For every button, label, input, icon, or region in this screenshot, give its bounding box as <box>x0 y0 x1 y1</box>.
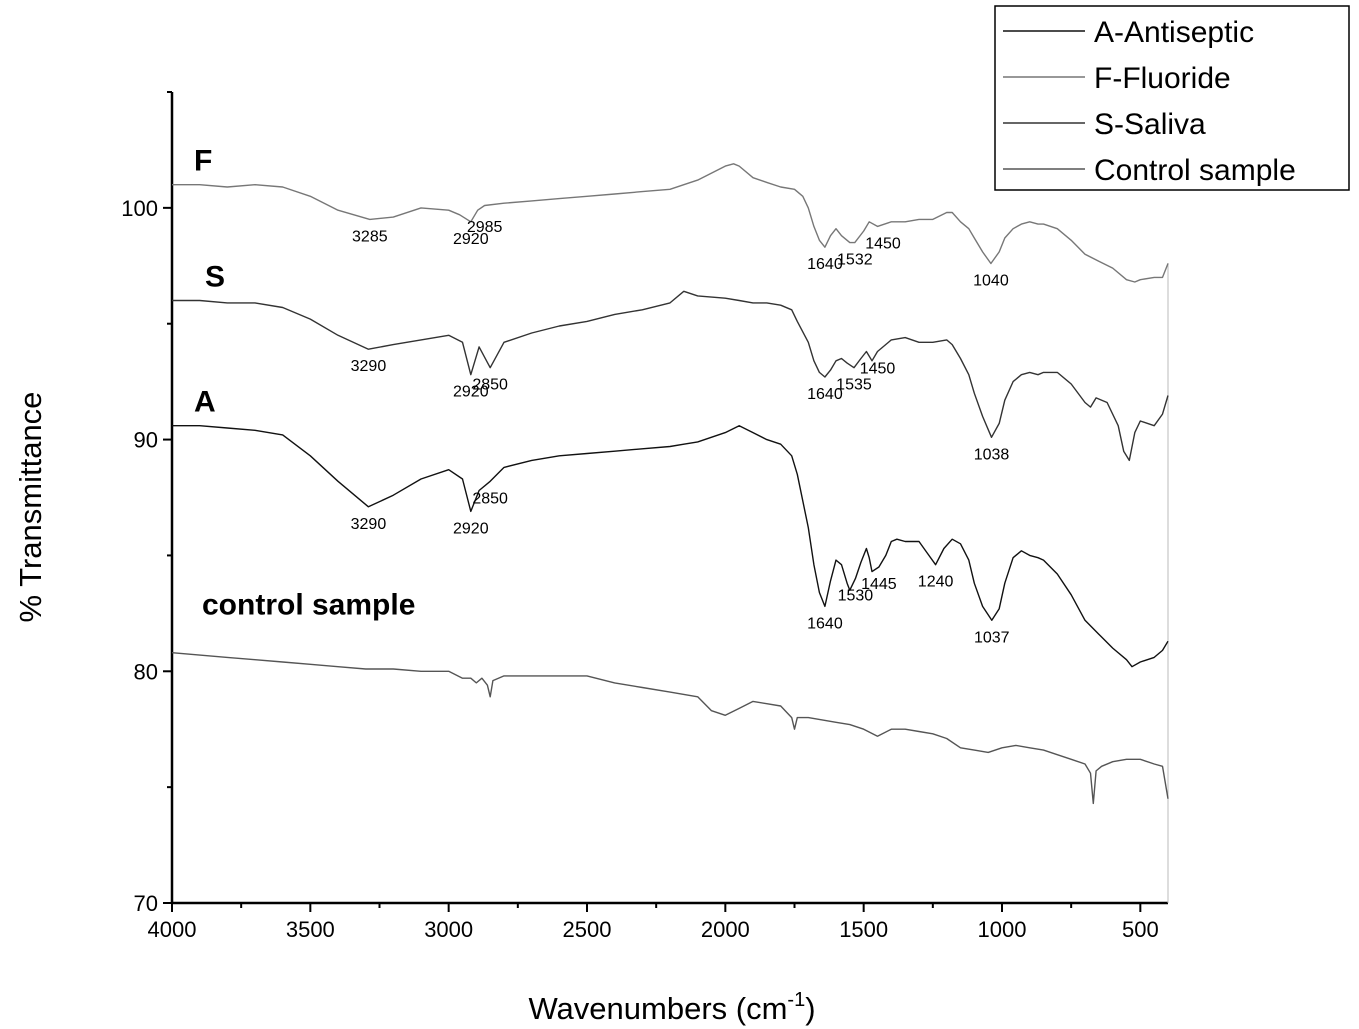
curve-tag: S <box>205 261 225 294</box>
peak-label: 1532 <box>837 252 873 269</box>
x-axis-title-close: ) <box>805 991 815 1026</box>
peak-label: 2920 <box>453 520 489 537</box>
peak-label: 1640 <box>807 386 843 403</box>
peak-label: 1038 <box>974 446 1010 463</box>
x-tick-label: 3000 <box>424 917 473 942</box>
peak-label: 1037 <box>974 629 1010 646</box>
x-axis-title-main: Wavenumbers (cm <box>528 991 787 1026</box>
y-tick-label: 70 <box>134 891 158 916</box>
y-tick-label: 80 <box>134 659 158 684</box>
legend-label: Control sample <box>1094 154 1296 187</box>
peak-annotations: 3285 292029851640153214501040329029202850… <box>351 219 1010 646</box>
peak-label: 2920 <box>453 231 489 248</box>
legend-box <box>994 5 1350 191</box>
series-line <box>171 652 1169 805</box>
y-tick-label: 90 <box>134 428 158 453</box>
curve-tag: A <box>194 386 216 419</box>
curve-tag: control sample <box>202 589 415 622</box>
curves <box>171 163 1169 805</box>
x-tick-label: 3500 <box>286 917 335 942</box>
legend-label: F-Fluoride <box>1094 62 1231 95</box>
peak-label: 3285 <box>352 228 388 245</box>
peak-label: 1445 <box>861 576 897 593</box>
series-line <box>172 163 1169 283</box>
axes: 70 80 90 100 4000 3500 3000 2500 2000 1500 1000 500 <box>121 91 1169 942</box>
x-tick-label: 1500 <box>839 917 888 942</box>
peak-label: 1450 <box>860 361 896 378</box>
x-tick-label: 1000 <box>978 917 1027 942</box>
peak-label: 1640 <box>807 615 843 632</box>
x-tick-label: 2500 <box>563 917 612 942</box>
y-axis-title: % Transmittance <box>13 392 48 623</box>
y-tick-label: 100 <box>121 196 158 221</box>
peak-label: 2920 <box>453 384 489 401</box>
peak-label: 2850 <box>472 490 508 507</box>
peak-label: 1535 <box>836 377 872 394</box>
peak-label: 2985 <box>467 219 503 236</box>
peak-label: 2850 <box>472 377 508 394</box>
x-tick-label: 2000 <box>701 917 750 942</box>
legend-label: S-Saliva <box>1094 108 1206 141</box>
peak-label: 1640 <box>807 256 843 273</box>
legend-label: A-Antiseptic <box>1094 16 1254 49</box>
curve-tag: F <box>194 145 212 178</box>
x-axis-title-sup: -1 <box>787 989 805 1011</box>
series-line <box>172 290 1169 462</box>
peak-label: 1530 <box>838 588 874 605</box>
x-tick-label: 500 <box>1122 917 1159 942</box>
series-line <box>172 425 1169 668</box>
legend: A-Antiseptic F-Fluoride S-Saliva Control sa… <box>994 5 1350 191</box>
x-tick-label: 4000 <box>148 917 197 942</box>
peak-label: 1040 <box>973 272 1009 289</box>
peak-label: 3290 <box>351 358 387 375</box>
peak-label: 1450 <box>865 235 901 252</box>
peak-label: 3290 <box>351 516 387 533</box>
x-axis-title: Wavenumbers (cm-1) <box>528 989 815 1026</box>
peak-label: 1240 <box>918 574 954 591</box>
